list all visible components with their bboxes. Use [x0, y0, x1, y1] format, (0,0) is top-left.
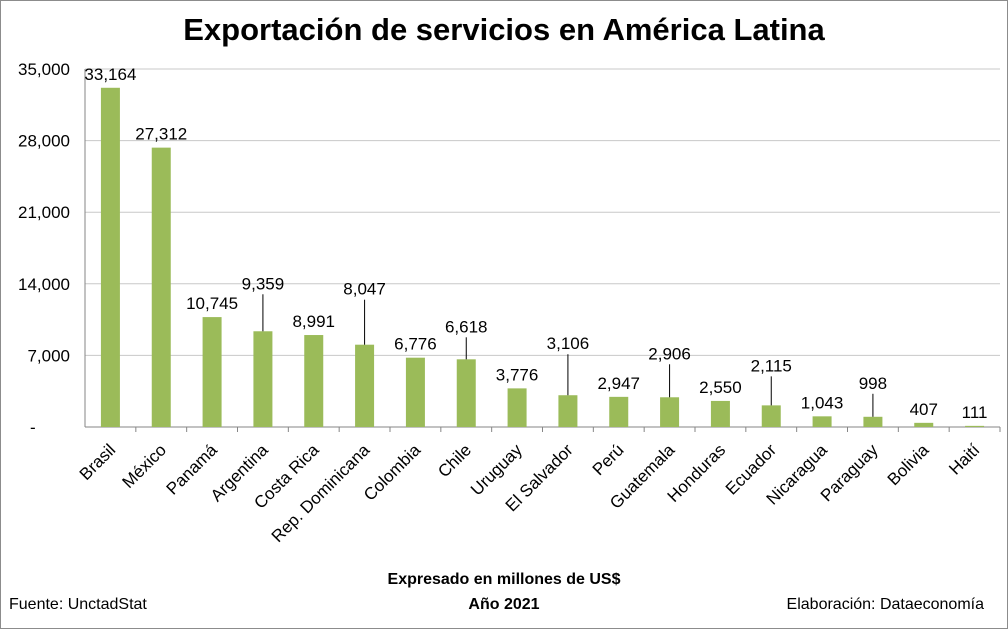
chart-title: Exportación de servicios en América Lati…: [183, 12, 825, 47]
bar: [202, 317, 222, 427]
data-label: 10,745: [186, 294, 238, 313]
data-label: 33,164: [84, 65, 136, 84]
category-label: Colombia: [360, 440, 425, 505]
bar: [507, 388, 527, 427]
bars: [100, 87, 985, 427]
bar: [660, 397, 680, 427]
data-label: 2,947: [597, 374, 640, 393]
data-label: 9,359: [242, 274, 285, 293]
bar: [456, 359, 476, 427]
data-label: 2,115: [751, 356, 792, 375]
y-tick-label: 21,000: [18, 203, 70, 222]
data-label: 2,906: [648, 344, 691, 363]
category-label: Brasil: [76, 440, 119, 483]
y-tick-label: -: [30, 418, 36, 437]
category-label: Rep. Dominicana: [268, 440, 374, 546]
bar: [914, 422, 934, 427]
data-label: 2,550: [699, 378, 742, 397]
data-label: 6,618: [445, 317, 488, 336]
bar: [253, 331, 273, 427]
y-axis: - 7,000 14,000 21,000 28,000 35,000: [18, 60, 86, 437]
data-label: 1,043: [801, 393, 844, 412]
data-label: 111: [962, 403, 988, 422]
data-label: 3,106: [547, 334, 590, 353]
bar: [100, 87, 120, 427]
data-label: 8,047: [343, 280, 386, 299]
bar: [405, 357, 425, 427]
category-label: Perú: [589, 440, 628, 479]
bar: [863, 416, 883, 427]
category-label: Haití: [945, 440, 983, 478]
data-label: 27,312: [135, 125, 187, 144]
credit-note: Elaboración: Dataeconomía: [786, 596, 984, 613]
bar: [609, 396, 629, 427]
bar: [965, 425, 985, 427]
data-label: 3,776: [496, 365, 539, 384]
data-label: 998: [859, 374, 887, 393]
bar: [761, 405, 781, 427]
y-tick-label: 7,000: [27, 346, 70, 365]
bar: [558, 395, 578, 427]
bar: [812, 416, 832, 427]
category-label: Bolivia: [884, 440, 933, 489]
y-tick-label: 28,000: [18, 132, 70, 151]
bar: [355, 344, 375, 427]
data-label: 407: [910, 400, 938, 419]
y-tick-label: 35,000: [18, 60, 70, 79]
category-label: Chile: [434, 440, 475, 481]
data-label: 6,776: [394, 335, 437, 354]
unit-note: Expresado en millones de US$: [387, 571, 621, 588]
data-label: 8,991: [292, 312, 335, 331]
source-note: Fuente: UnctadStat: [9, 596, 147, 613]
year-note: Año 2021: [468, 596, 540, 613]
y-tick-label: 14,000: [18, 275, 70, 294]
bar: [710, 400, 730, 427]
bar: [304, 335, 324, 427]
bar: [151, 147, 171, 427]
leader-lines: [262, 294, 874, 417]
